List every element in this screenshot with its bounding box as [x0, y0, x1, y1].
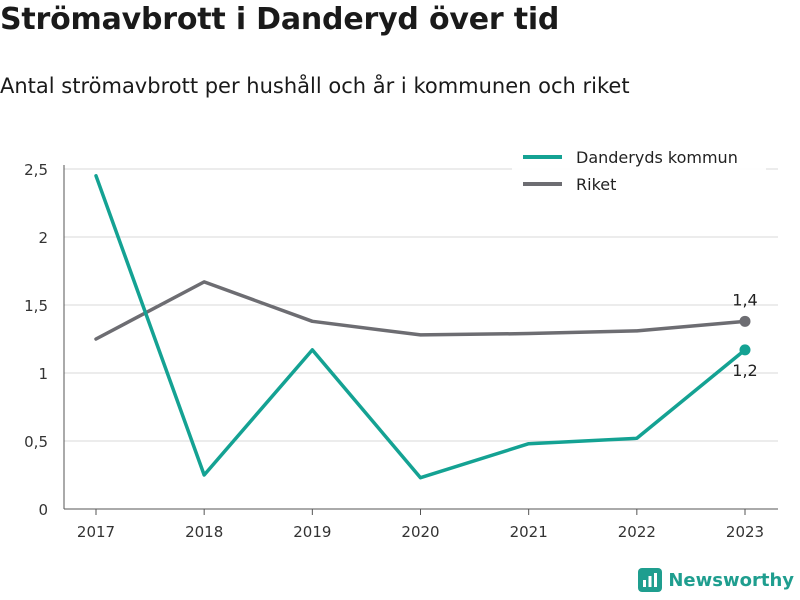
legend-background: [512, 143, 766, 201]
brand-logo: Newsworthy: [638, 568, 794, 592]
x-tick-label: 2019: [293, 523, 331, 541]
legend-label: Riket: [576, 175, 616, 194]
bar-chart-logo-icon: [638, 568, 663, 592]
chart-title: Strömavbrott i Danderyd över tid: [0, 2, 560, 37]
end-point-marker: [739, 315, 751, 327]
x-tick-label: 2022: [618, 523, 656, 541]
brand-name: Newsworthy: [668, 569, 794, 591]
series-line: [94, 280, 747, 341]
chart-subtitle: Antal strömavbrott per hushåll och år i …: [0, 74, 630, 98]
end-value-label: 1,2: [732, 361, 757, 380]
x-tick-label: 2018: [185, 523, 223, 541]
y-tick-label: 1: [38, 365, 48, 383]
y-tick-label: 2,5: [24, 161, 48, 179]
x-tick-label: 2021: [510, 523, 548, 541]
y-tick-label: 0,5: [24, 433, 48, 451]
y-tick-label: 0: [38, 501, 48, 519]
series-line: [94, 174, 747, 480]
x-tick-label: 2023: [726, 523, 764, 541]
end-value-label: 1,4: [732, 290, 757, 309]
end-point-marker: [739, 344, 751, 356]
y-tick-label: 1,5: [24, 297, 48, 315]
y-tick-label: 2: [38, 229, 48, 247]
x-tick-label: 2017: [77, 523, 115, 541]
legend-label: Danderyds kommun: [576, 148, 738, 167]
x-tick-label: 2020: [401, 523, 439, 541]
